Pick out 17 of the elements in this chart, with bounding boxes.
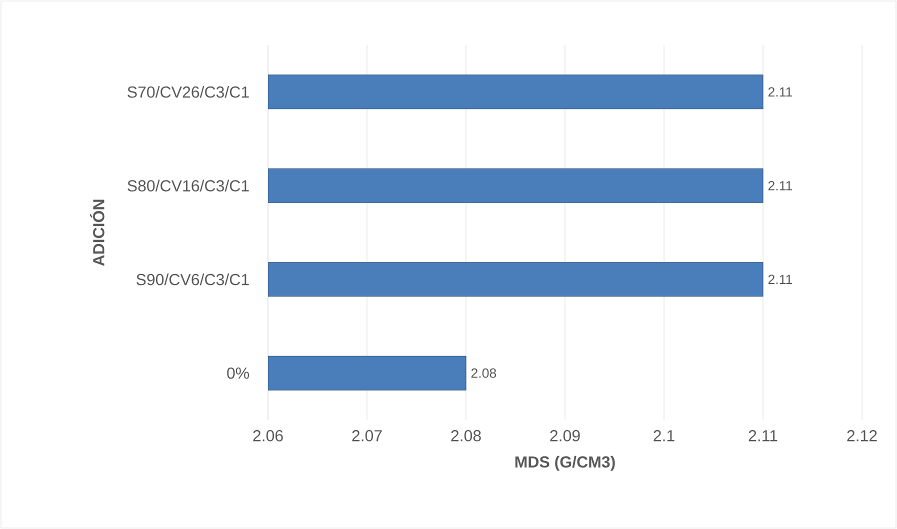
x-tick-label: 2.06 [253, 430, 283, 442]
data-label: 2.11 [768, 87, 792, 97]
x-tick-label: 2.12 [847, 430, 877, 442]
data-label: 2.11 [768, 180, 792, 190]
data-label: 2.08 [471, 368, 496, 378]
x-tick-label: 2.07 [352, 430, 382, 442]
x-tick-label: 2.11 [748, 430, 778, 442]
x-tick-label: 2.08 [451, 430, 481, 442]
y-axis-title: ADICIÓN [90, 200, 104, 266]
y-tick-label: S90/CV6/C3/C1 [136, 274, 249, 286]
y-tick-label: S80/CV16/C3/C1 [128, 180, 249, 192]
y-tick-label: S70/CV26/C3/C1 [128, 86, 249, 98]
data-label: 2.11 [768, 274, 792, 284]
x-axis-title: MDS (G/CM3) [515, 456, 615, 471]
x-tick-label: 2.09 [550, 430, 580, 442]
x-tick-label: 2.1 [654, 430, 674, 442]
y-tick-label: 0% [227, 367, 250, 379]
